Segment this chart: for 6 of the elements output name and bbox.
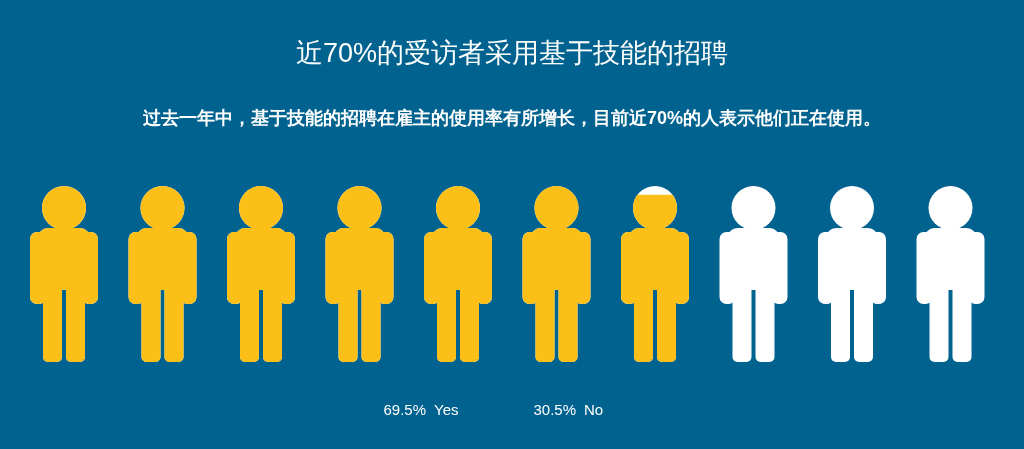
category-label: Yes bbox=[434, 401, 459, 418]
data-label: 69.5% bbox=[383, 401, 426, 418]
text: 近70%的受访者采用基于技能的招聘 bbox=[295, 38, 729, 68]
category-label: No bbox=[584, 401, 604, 418]
data-label: 30.5% bbox=[533, 401, 576, 418]
text: 过去一年中，基于技能的招聘在雇主的使用率有所增长，目前近70%的人表示他们正在使用。 bbox=[141, 108, 882, 128]
